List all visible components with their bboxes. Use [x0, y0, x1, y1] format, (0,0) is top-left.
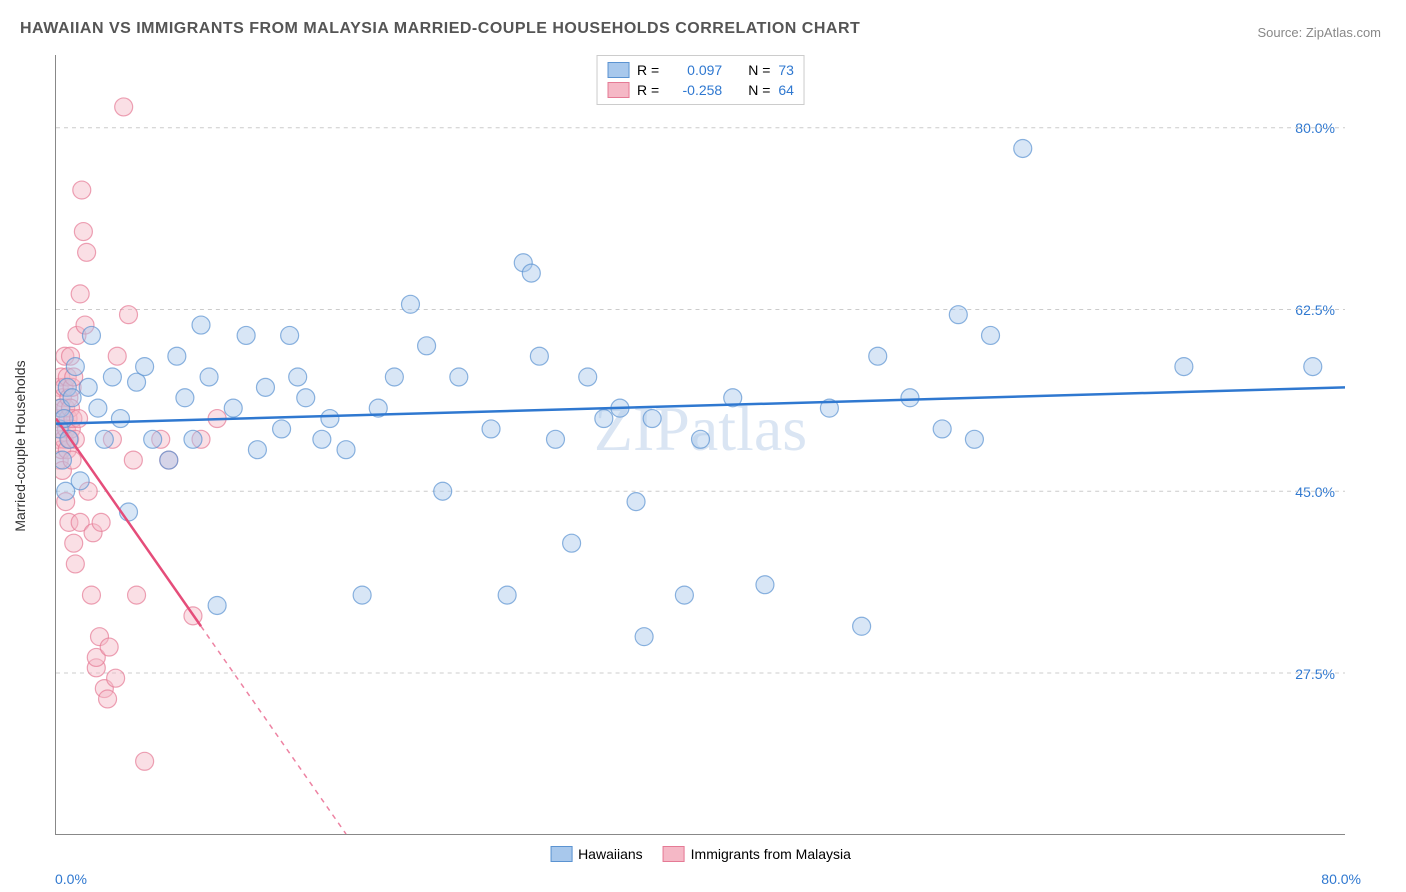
n-label: N =: [748, 82, 770, 98]
plot-area: ZIPatlas R = 0.097 N = 73 R = -0.258 N =…: [55, 55, 1345, 835]
n-value-hawaiians: 73: [778, 62, 794, 78]
bottom-legend-malaysia: Immigrants from Malaysia: [663, 846, 851, 862]
chart-title: HAWAIIAN VS IMMIGRANTS FROM MALAYSIA MAR…: [20, 20, 860, 38]
r-label: R =: [637, 82, 659, 98]
x-axis-max-label: 80.0%: [1321, 871, 1361, 887]
x-axis-min-label: 0.0%: [55, 871, 87, 887]
y-axis-label: Married-couple Households: [12, 360, 28, 531]
bottom-legend: Hawaiians Immigrants from Malaysia: [550, 846, 851, 862]
swatch-hawaiians-bottom: [550, 846, 572, 862]
stats-legend: R = 0.097 N = 73 R = -0.258 N = 64: [596, 55, 805, 105]
label-malaysia: Immigrants from Malaysia: [691, 846, 851, 862]
r-label: R =: [637, 62, 659, 78]
legend-row-hawaiians: R = 0.097 N = 73: [607, 60, 794, 80]
swatch-hawaiians: [607, 62, 629, 78]
bottom-legend-hawaiians: Hawaiians: [550, 846, 643, 862]
r-value-malaysia: -0.258: [667, 82, 722, 98]
n-label: N =: [748, 62, 770, 78]
source-attribution: Source: ZipAtlas.com: [1257, 25, 1381, 40]
swatch-malaysia: [607, 82, 629, 98]
r-value-hawaiians: 0.097: [667, 62, 722, 78]
chart-svg: [56, 55, 1345, 834]
legend-row-malaysia: R = -0.258 N = 64: [607, 80, 794, 100]
n-value-malaysia: 64: [778, 82, 794, 98]
swatch-malaysia-bottom: [663, 846, 685, 862]
label-hawaiians: Hawaiians: [578, 846, 643, 862]
